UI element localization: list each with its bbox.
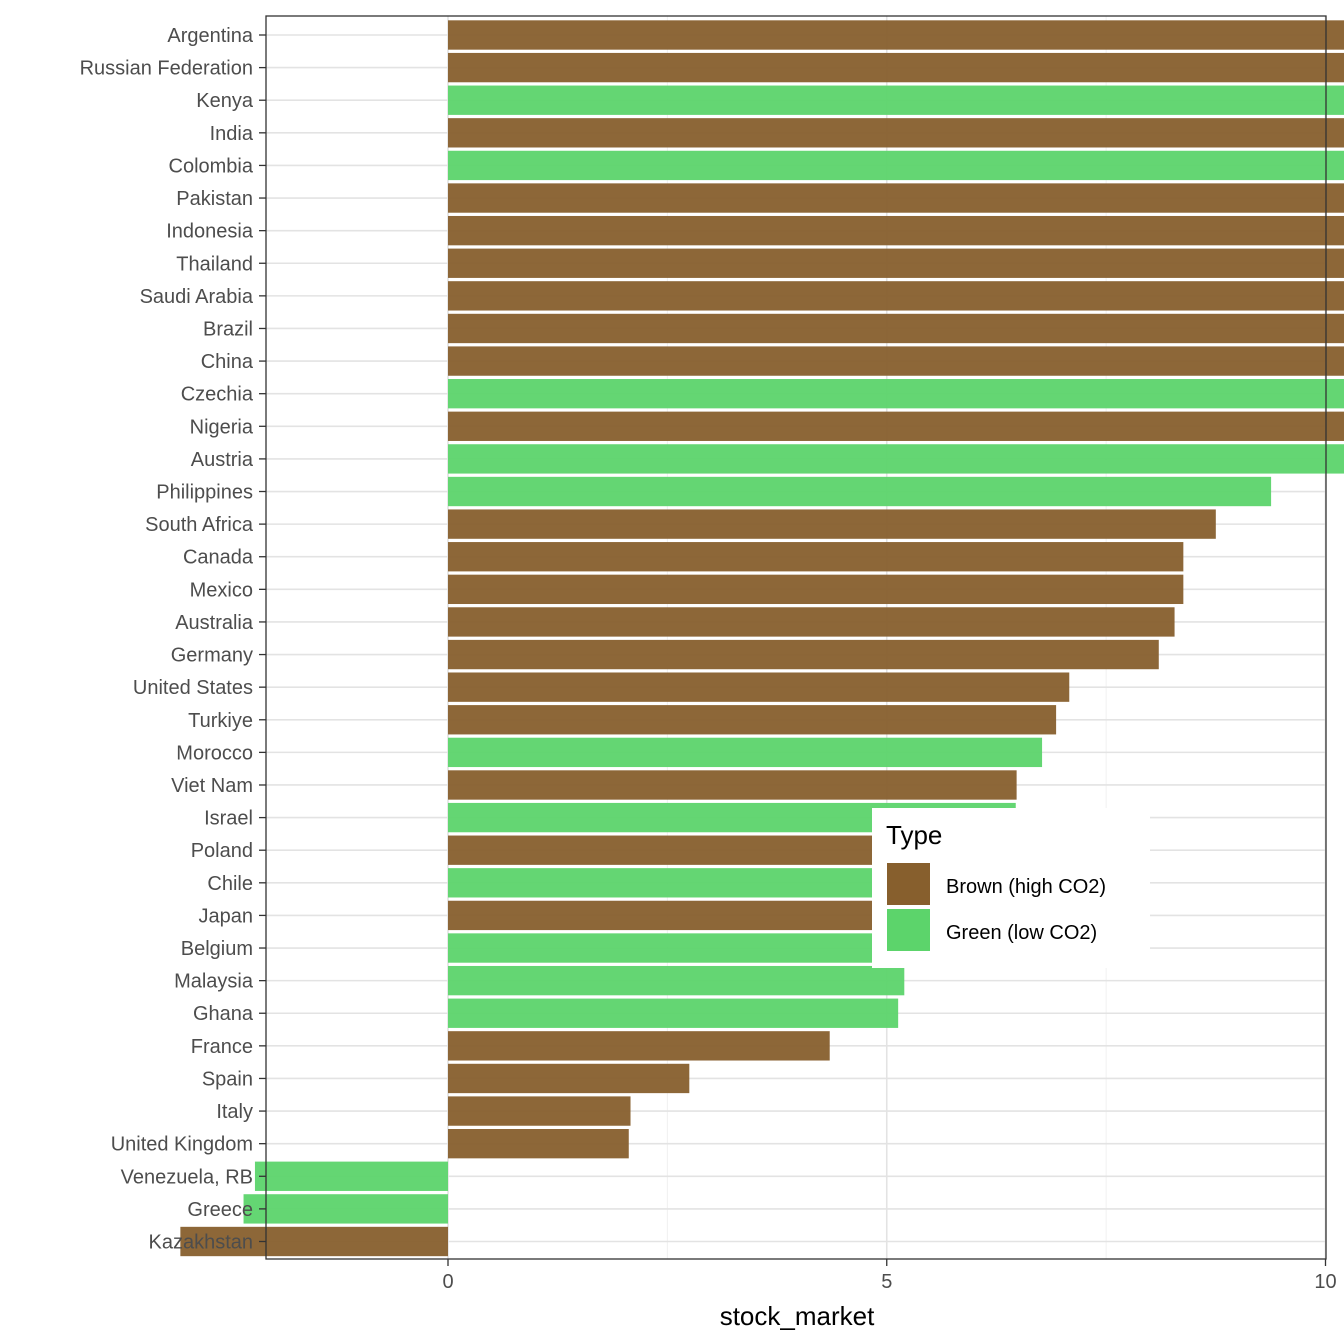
y-tick-label: Turkiye [188,710,253,732]
bar-russian-federation [448,52,1344,83]
y-tick-label: Philippines [156,482,253,504]
bar-united-kingdom [448,1129,629,1159]
y-tick-label: Venezuela, RB [121,1166,253,1188]
y-tick-label: Poland [191,840,253,862]
y-tick-label: Pakistan [176,188,253,210]
y-tick-label: Belgium [181,938,253,960]
y-tick-label: Kazakhstan [148,1232,253,1254]
legend-label-brown: Brown (high CO2) [946,876,1106,898]
y-tick-label: United States [133,677,253,699]
bar-germany [448,639,1159,670]
y-tick-label: Czechia [181,384,254,406]
y-tick-label: Germany [171,645,253,667]
x-axis: 05101520 [442,1259,1337,1293]
bar-malaysia [448,965,905,996]
y-tick-label: Canada [183,547,254,569]
panel-border [265,15,1327,1260]
bar-kazakhstan [180,1226,449,1257]
bar-brazil [448,313,1344,344]
y-tick-label: Thailand [176,253,253,275]
bar-philippines [448,476,1272,507]
bar-japan [448,900,937,931]
y-tick-label: Russian Federation [80,58,253,80]
bar-turkiye [448,705,1057,735]
legend-label-green: Green (low CO2) [946,922,1097,944]
y-tick-label: France [191,1036,253,1058]
bar-argentina [448,20,1344,50]
y-tick-label: Brazil [203,318,253,340]
bar-france [448,1031,830,1061]
bar-canada [448,542,1184,572]
legend-key-green [887,909,930,951]
y-tick-label: India [210,123,254,145]
y-tick-label: Spain [202,1068,253,1090]
y-tick-label: Indonesia [166,221,254,243]
y-tick-label: South Africa [145,514,254,536]
bar-greece [243,1194,448,1224]
bar-saudi-arabia [448,281,1344,311]
bar-morocco [448,737,1043,768]
bar-indonesia [448,215,1344,246]
y-tick-label: Nigeria [190,416,254,438]
y-tick-label: Colombia [169,155,254,177]
legend: Type Brown (high CO2) Green (low CO2) [872,808,1150,968]
bar-mexico [448,574,1184,605]
y-tick-label: Morocco [176,742,253,764]
legend-title: Type [886,820,942,850]
bar-thailand [448,248,1344,278]
bar-belgium [448,933,907,963]
x-axis-title: stock_market [720,1301,875,1331]
bar-kenya [448,85,1344,115]
bar-ghana [448,998,899,1028]
bar-united-states [448,672,1070,702]
bar-venezuela-rb [254,1161,448,1191]
y-tick-label: China [201,351,254,373]
y-tick-label: Italy [216,1101,253,1123]
y-tick-label: United Kingdom [111,1134,253,1156]
y-tick-label: Chile [207,873,253,895]
y-tick-label: Austria [191,449,254,471]
y-tick-label: Viet Nam [171,775,253,797]
y-tick-label: Australia [175,612,254,634]
y-tick-label: Saudi Arabia [140,286,254,308]
y-axis: Argentina Russian Federation Kenya India Col… [80,25,266,1254]
bar-india [448,118,1344,148]
x-tick-label: 0 [442,1271,453,1293]
x-tick-label: 10 [1314,1271,1336,1293]
bar-italy [448,1096,631,1126]
bar-czechia [448,379,1344,409]
bar-south-africa [448,509,1216,539]
y-tick-label: Israel [204,808,253,830]
bar-viet-nam [448,770,1017,800]
bar-colombia [448,150,1344,181]
x-tick-label: 5 [881,1271,892,1293]
bar-nigeria [448,411,1344,441]
y-tick-label: Mexico [190,579,253,601]
y-tick-label: Argentina [167,25,253,47]
legend-key-brown [887,863,930,905]
bar-pakistan [448,183,1344,213]
bar-australia [448,607,1175,637]
y-tick-label: Ghana [193,1003,254,1025]
bar-spain [448,1063,690,1094]
bar-austria [448,444,1344,474]
y-tick-label: Japan [199,905,254,927]
y-tick-label: Kenya [196,90,254,112]
y-tick-label: Malaysia [174,971,254,993]
y-tick-label: Greece [187,1199,253,1221]
bar-china [448,346,1344,376]
